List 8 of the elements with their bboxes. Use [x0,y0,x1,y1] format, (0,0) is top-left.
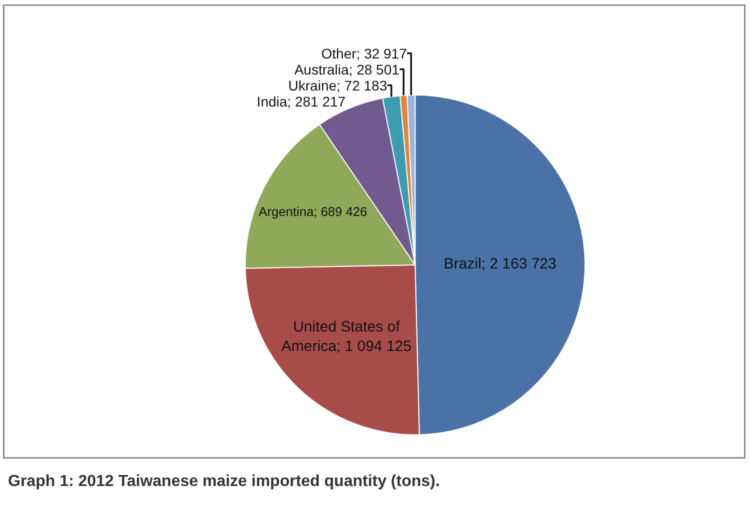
slice-label: Australia; 28 501 [294,61,400,78]
slice-label: India; 281 217 [256,93,346,110]
slice-label: Argentina; 689 426 [258,204,368,219]
slice-label: United States of America; 1 094 125 [281,318,412,355]
slice-label: Other; 32 917 [321,45,408,62]
slice-label: Ukraine; 72 183 [288,77,388,94]
caption: Graph 1: 2012 Taiwanese maize imported quantity (tons). [8,473,440,490]
slice-label: Brazil; 2 163 723 [444,255,556,272]
